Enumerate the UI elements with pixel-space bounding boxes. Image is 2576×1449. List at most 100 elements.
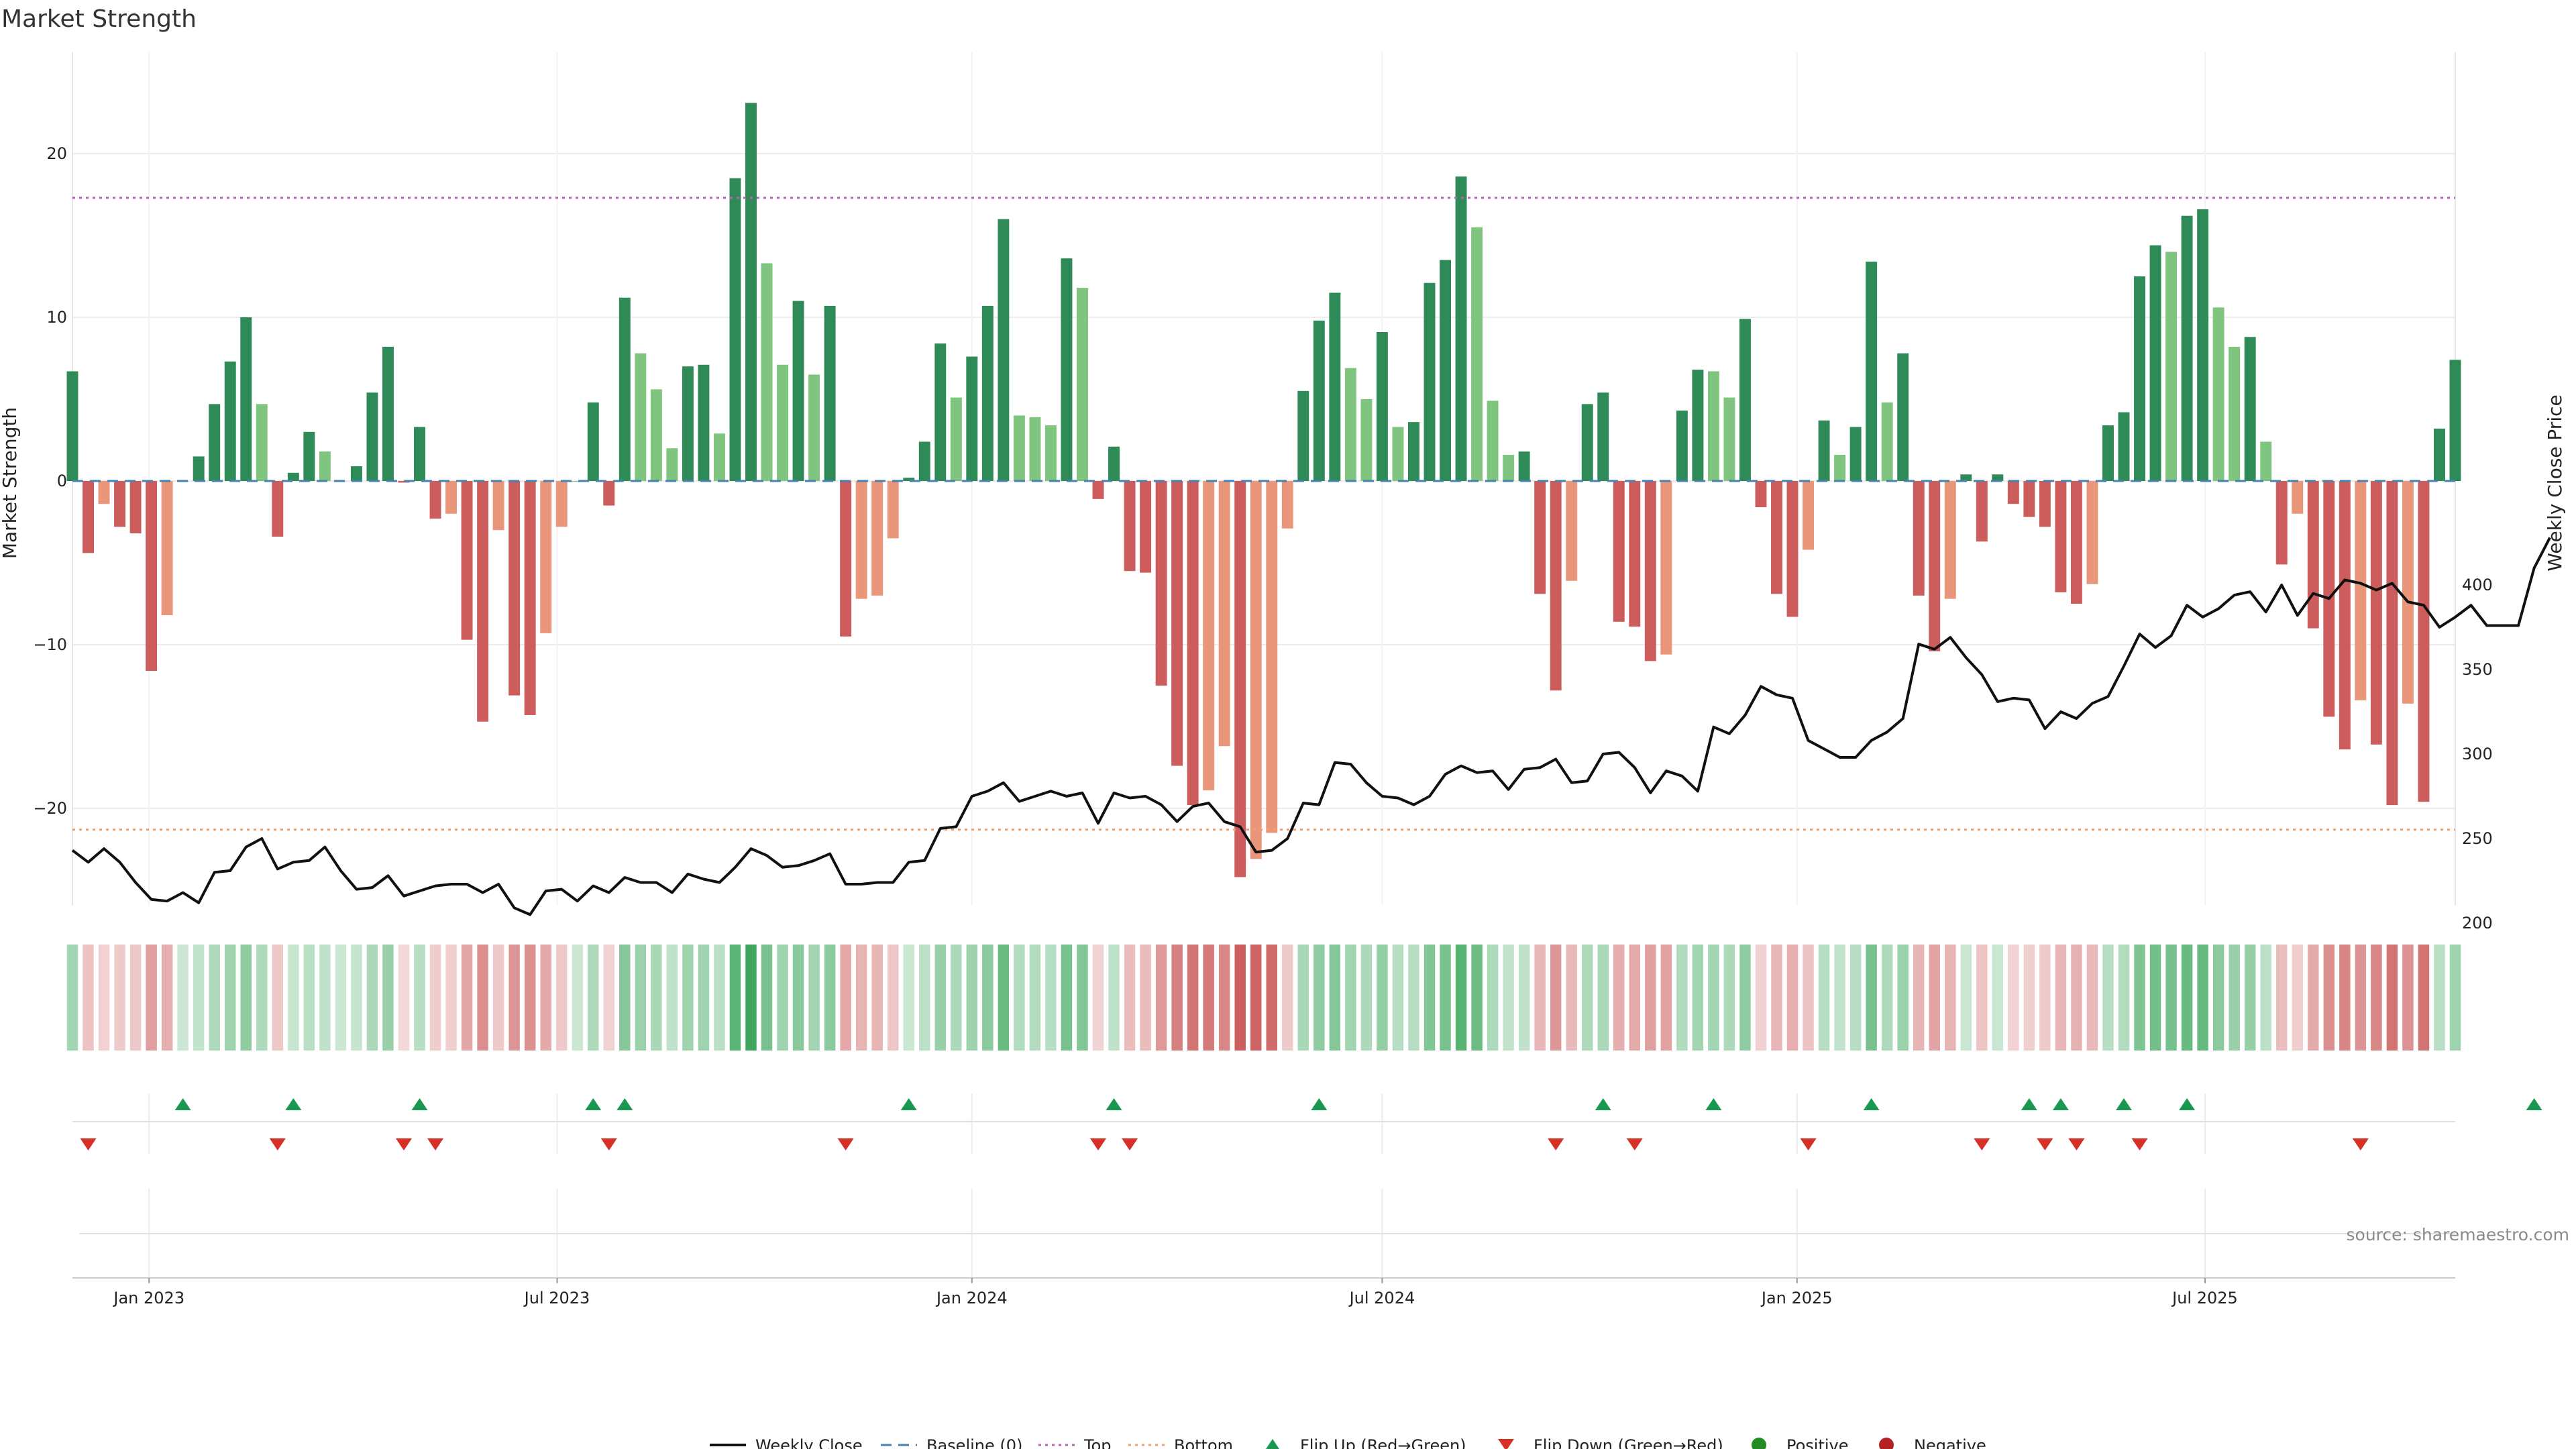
heat-cell bbox=[1061, 945, 1073, 1051]
strength-bar bbox=[934, 343, 947, 481]
legend-positive-swatch bbox=[1752, 1438, 1766, 1449]
flip-down-marker bbox=[269, 1138, 286, 1150]
heat-cell bbox=[1329, 945, 1341, 1051]
left-tick-label: −10 bbox=[33, 635, 67, 654]
strength-bar bbox=[2260, 441, 2272, 481]
heat-cell bbox=[240, 945, 252, 1051]
heat-cell bbox=[2434, 945, 2445, 1051]
strength-bar bbox=[240, 317, 252, 481]
strength-heat-strip bbox=[66, 945, 2461, 1051]
heat-cell bbox=[1645, 945, 1656, 1051]
strength-bar bbox=[146, 481, 158, 672]
heat-cell bbox=[1360, 945, 1373, 1051]
strength-bar bbox=[2086, 481, 2098, 584]
heat-cell bbox=[1534, 945, 1546, 1051]
strength-bar bbox=[1692, 370, 1704, 481]
strength-bar bbox=[1755, 481, 1767, 508]
strength-bar bbox=[2118, 412, 2130, 481]
reference-lines bbox=[72, 197, 2455, 831]
heat-cell bbox=[2402, 945, 2414, 1051]
heat-cell bbox=[2308, 945, 2319, 1051]
strength-bar bbox=[1297, 390, 1309, 481]
strength-bar bbox=[1992, 474, 2004, 481]
flip-up-marker bbox=[174, 1098, 191, 1110]
strength-bar bbox=[2292, 481, 2304, 514]
strength-bar bbox=[524, 481, 536, 715]
heat-cell bbox=[114, 945, 125, 1051]
heat-cell bbox=[1440, 945, 1451, 1051]
strength-bar bbox=[1644, 481, 1656, 661]
date-axis: Jan 2023 Jul 2023 Jan 2024 Jul 2024 Jan 2025… bbox=[112, 1278, 2238, 1307]
strength-bar bbox=[398, 481, 410, 483]
heat-cell bbox=[792, 945, 804, 1051]
heat-cell bbox=[919, 945, 930, 1051]
legend-label: Flip Down (Green→Red) bbox=[1534, 1436, 1723, 1449]
strength-bar bbox=[761, 263, 773, 481]
strength-bar bbox=[603, 481, 615, 506]
x-tick-label: Jul 2024 bbox=[1348, 1289, 1415, 1307]
heat-cell bbox=[1566, 945, 1577, 1051]
strength-bar bbox=[1203, 481, 1215, 791]
heat-cell bbox=[855, 945, 867, 1051]
strength-bar bbox=[650, 389, 662, 481]
strength-bar bbox=[2307, 481, 2319, 629]
heat-cell bbox=[1771, 945, 1782, 1051]
strength-bar bbox=[1234, 481, 1246, 877]
heat-cell bbox=[2086, 945, 2098, 1051]
flip-down-marker bbox=[427, 1138, 444, 1150]
heat-cell bbox=[1455, 945, 1467, 1051]
heat-cell bbox=[1581, 945, 1593, 1051]
strength-bar bbox=[635, 353, 647, 481]
strength-bar bbox=[1566, 481, 1578, 581]
strength-bar bbox=[2449, 360, 2461, 481]
heat-cell bbox=[2212, 945, 2224, 1051]
heat-cell bbox=[2039, 945, 2051, 1051]
strength-bar bbox=[981, 305, 994, 481]
legend-label: Weekly Close bbox=[755, 1436, 863, 1449]
heat-cell bbox=[1218, 945, 1230, 1051]
heat-cell bbox=[1597, 945, 1609, 1051]
heat-cell bbox=[1976, 945, 1988, 1051]
heat-cell bbox=[651, 945, 662, 1051]
heat-cell bbox=[1518, 945, 1530, 1051]
strength-bar bbox=[2402, 481, 2414, 704]
strength-bar bbox=[429, 481, 441, 519]
left-axis-title: Market Strength bbox=[0, 407, 21, 559]
heat-cell bbox=[761, 945, 773, 1051]
heat-cell bbox=[1550, 945, 1562, 1051]
heat-cell bbox=[951, 945, 962, 1051]
strength-bar bbox=[1171, 481, 1183, 766]
heat-cell bbox=[635, 945, 647, 1051]
heat-cell bbox=[1077, 945, 1088, 1051]
flip-up-marker bbox=[616, 1098, 633, 1110]
heat-cell bbox=[1155, 945, 1167, 1051]
flip-down-marker bbox=[2068, 1138, 2085, 1150]
heat-cell bbox=[2260, 945, 2271, 1051]
strength-bar bbox=[1771, 481, 1782, 594]
heat-cell bbox=[714, 945, 725, 1051]
strength-bar bbox=[1408, 422, 1419, 481]
heat-cell bbox=[1992, 945, 2004, 1051]
heat-cell bbox=[1187, 945, 1199, 1051]
heat-cell bbox=[1929, 945, 1940, 1051]
left-tick-label: 0 bbox=[57, 472, 67, 490]
heat-cell bbox=[1345, 945, 1356, 1051]
strength-bar bbox=[572, 481, 584, 482]
heat-cell bbox=[2276, 945, 2288, 1051]
strength-bar bbox=[2007, 481, 2019, 504]
strength-bar bbox=[114, 481, 126, 527]
right-tick-label: 300 bbox=[2462, 745, 2493, 763]
strength-bar bbox=[2149, 245, 2161, 481]
strength-bar bbox=[1140, 481, 1152, 573]
heat-cell bbox=[1408, 945, 1419, 1051]
strength-bar bbox=[555, 481, 568, 527]
x-tick-label: Jul 2023 bbox=[523, 1289, 590, 1307]
heat-cell bbox=[461, 945, 473, 1051]
heat-cell bbox=[1834, 945, 1845, 1051]
heat-cell bbox=[1897, 945, 1909, 1051]
heat-cell bbox=[2355, 945, 2367, 1051]
strength-bar bbox=[2165, 252, 2178, 481]
heat-cell bbox=[1803, 945, 1814, 1051]
heat-cell bbox=[2449, 945, 2461, 1051]
heat-cell bbox=[209, 945, 220, 1051]
